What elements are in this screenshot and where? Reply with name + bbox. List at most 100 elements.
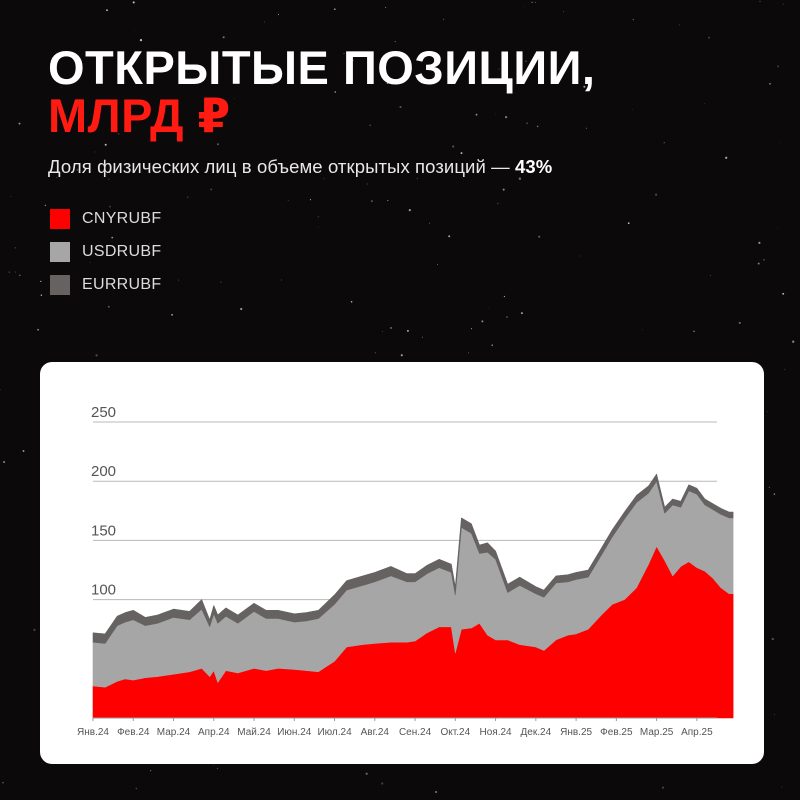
star	[56, 128, 57, 130]
star	[523, 5, 524, 7]
star	[406, 329, 409, 332]
star	[220, 281, 222, 283]
star	[309, 199, 312, 201]
star	[56, 176, 58, 178]
star	[725, 156, 728, 159]
star	[387, 199, 389, 202]
star	[487, 307, 489, 308]
star	[281, 279, 282, 281]
star	[0, 388, 1, 391]
star	[213, 764, 214, 766]
star	[216, 143, 220, 146]
legend-item-usdrubf: USDRUBF	[50, 241, 161, 263]
star	[216, 767, 219, 770]
star	[631, 108, 633, 110]
star	[390, 327, 392, 329]
star	[148, 242, 150, 244]
star	[757, 262, 760, 265]
area-series-eurrubf	[92, 473, 734, 644]
star	[738, 321, 741, 324]
title-line-1: ОТКРЫТЫЕ ПОЗИЦИИ,	[48, 41, 596, 94]
x-tick-label: Фев.25	[600, 727, 633, 738]
star	[776, 65, 780, 68]
star	[758, 241, 761, 244]
star	[632, 18, 635, 21]
star	[139, 38, 143, 42]
star	[8, 271, 11, 274]
star	[3, 461, 6, 463]
x-tick-label: Мар.25	[640, 727, 674, 738]
area-series-group	[92, 473, 734, 719]
chart-card: 100 150 200 250 Янв.24 Фев.24 Мар.24 Апр.24 Май.…	[40, 362, 764, 764]
star	[777, 228, 779, 229]
star	[654, 193, 658, 196]
star	[782, 292, 785, 295]
star	[710, 275, 712, 277]
star	[773, 714, 776, 716]
star	[399, 105, 402, 109]
star	[235, 798, 236, 800]
star	[495, 113, 496, 115]
star	[187, 196, 189, 198]
star	[491, 344, 493, 346]
star	[759, 0, 761, 3]
star	[178, 279, 180, 281]
star	[502, 188, 505, 191]
star	[10, 195, 12, 197]
star	[89, 262, 91, 263]
star	[585, 127, 587, 129]
star	[641, 329, 643, 331]
star	[437, 263, 439, 265]
star	[240, 307, 243, 311]
star	[171, 313, 174, 316]
star	[525, 60, 527, 63]
star	[277, 14, 280, 16]
star	[563, 11, 565, 13]
star	[2, 781, 4, 784]
star	[118, 133, 120, 135]
star	[679, 24, 681, 26]
legend-label-cnyrubf: CNYRUBF	[82, 210, 162, 227]
star	[44, 204, 47, 207]
star	[579, 255, 581, 257]
star	[662, 786, 664, 789]
star	[583, 85, 586, 88]
y-tick-label: 200	[91, 463, 116, 480]
star	[18, 122, 21, 125]
x-axis-labels: Янв.24 Фев.24 Мар.24 Апр.24 Май.24 Июн.24 Июл.…	[77, 718, 713, 738]
star	[781, 786, 783, 788]
star	[60, 87, 62, 89]
star	[350, 301, 353, 303]
star	[481, 320, 484, 323]
star	[503, 295, 505, 298]
star	[370, 200, 373, 203]
star	[317, 215, 320, 218]
star	[351, 59, 354, 62]
star	[663, 142, 665, 144]
x-tick-label: Янв.24	[77, 727, 109, 738]
star	[468, 352, 469, 354]
star	[769, 83, 771, 85]
star	[495, 79, 497, 80]
legend-label-usdrubf: USDRUBF	[82, 243, 162, 260]
title-line-2: МЛРД ₽	[48, 89, 231, 142]
star	[14, 246, 17, 249]
star	[382, 331, 383, 333]
star	[693, 330, 695, 332]
subtitle: Доля физических лиц в объеме открытых по…	[48, 156, 552, 178]
x-tick-label: Окт.24	[441, 727, 471, 738]
star	[366, 183, 368, 185]
star	[132, 1, 135, 4]
star	[264, 21, 265, 23]
star	[271, 82, 273, 85]
star	[534, 1, 536, 3]
star	[782, 3, 784, 5]
star	[497, 202, 499, 205]
star	[111, 236, 114, 239]
star	[134, 29, 136, 31]
star	[520, 312, 523, 315]
star	[708, 36, 710, 39]
star	[222, 36, 225, 39]
star	[538, 235, 541, 238]
legend-swatch-cnyrubf	[50, 209, 70, 229]
